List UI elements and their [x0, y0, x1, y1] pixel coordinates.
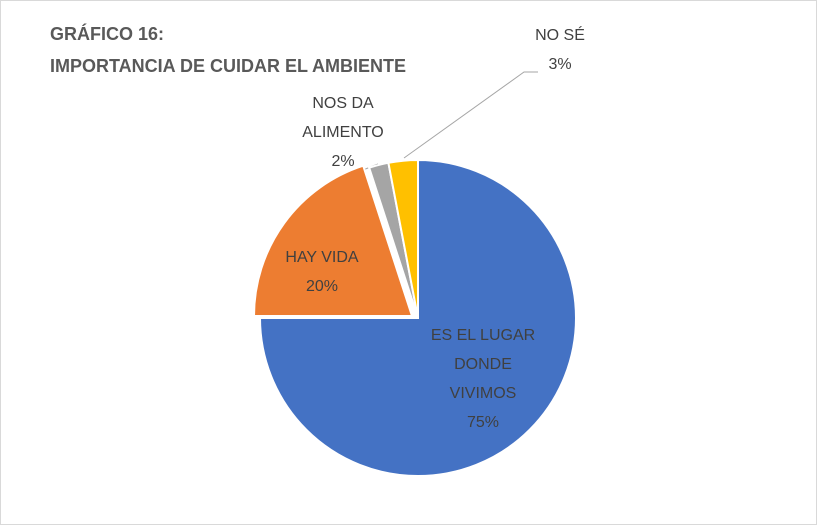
chart-title: IMPORTANCIA DE CUIDAR EL AMBIENTE — [50, 56, 406, 76]
value-label: 2% — [331, 153, 354, 170]
value-label: 20% — [306, 278, 338, 295]
category-label: NO SÉ — [535, 25, 585, 44]
pie-slice — [252, 164, 414, 317]
value-label: 3% — [548, 56, 571, 73]
category-label: HAY VIDA — [285, 249, 359, 266]
pie-slice — [387, 158, 419, 319]
chart-title: GRÁFICO 16: — [50, 23, 164, 44]
category-label: NOS DA ALIMENTO — [302, 95, 384, 141]
leader-line — [403, 71, 538, 159]
value-label: 75% — [467, 414, 499, 431]
category-label: ES EL LUGAR DONDE VIVIMOS — [431, 327, 535, 402]
